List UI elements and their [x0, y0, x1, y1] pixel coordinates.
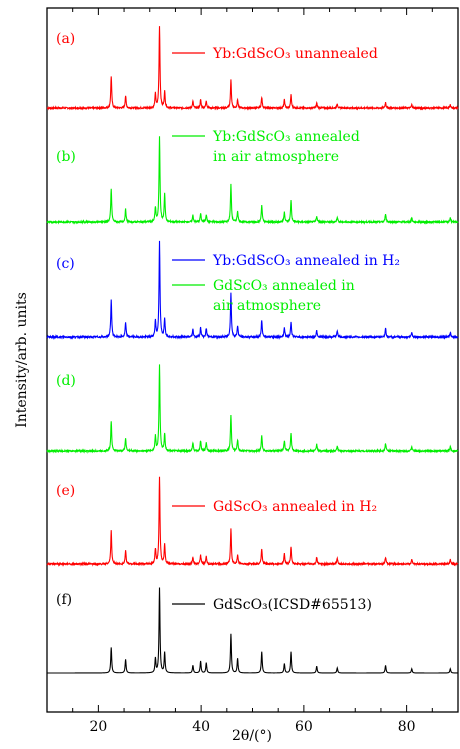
- series-name-f-0: GdScO₃(ICSD#65513): [213, 597, 372, 613]
- x-axis-ticks: 20 40 60 80: [72, 8, 433, 735]
- series-name-d-1: air atmosphere: [213, 298, 321, 314]
- trace-c: [46, 240, 459, 340]
- pattern-labels: (a) Yb:GdScO₃ unannealed (b) Yb:GdScO₃ anne…: [56, 31, 400, 613]
- series-name-b-1: in air atmosphere: [213, 149, 339, 165]
- series-name-c-0: Yb:GdScO₃ annealed in H₂: [212, 253, 400, 269]
- series-name-e-0: GdScO₃ annealed in H₂: [213, 499, 377, 515]
- y-axis-title: Intensity/arb. units: [14, 292, 30, 428]
- series-name-d-0: GdScO₃ annealed in: [213, 278, 355, 294]
- trace-d: [46, 364, 459, 454]
- trace-a: [46, 26, 459, 111]
- trace-b: [46, 136, 459, 225]
- x-tick-label: 20: [89, 719, 107, 735]
- trace-e: [46, 476, 459, 567]
- panel-label-a: (a): [56, 31, 75, 47]
- x-tick-label: 80: [398, 719, 416, 735]
- panel-label-f: (f): [56, 592, 72, 608]
- series-name-a-0: Yb:GdScO₃ unannealed: [212, 46, 378, 62]
- panel-label-b: (b): [56, 149, 76, 165]
- x-tick-label: 40: [192, 719, 210, 735]
- panel-label-d: (d): [56, 373, 76, 389]
- panel-label-e: (e): [56, 483, 75, 499]
- panel-label-c: (c): [56, 256, 75, 272]
- pattern-traces: [46, 26, 459, 674]
- x-axis-title: 2θ/(°): [232, 728, 272, 744]
- trace-f: [47, 587, 458, 674]
- x-tick-label: 60: [295, 719, 313, 735]
- series-name-b-0: Yb:GdScO₃ annealed: [212, 129, 360, 145]
